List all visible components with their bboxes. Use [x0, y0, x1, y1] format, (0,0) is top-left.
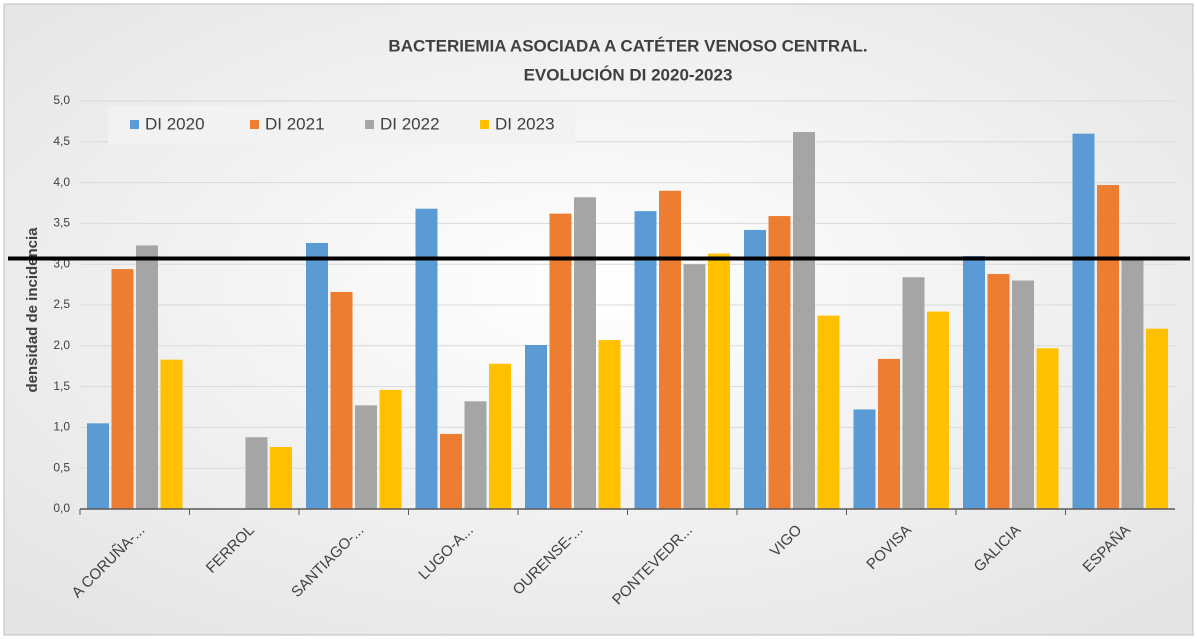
bar: [270, 446, 292, 509]
y-tick-label: 1,5: [53, 379, 70, 393]
bar: [1012, 280, 1034, 509]
bar: [1036, 348, 1059, 509]
bar: [683, 264, 706, 509]
bar: [793, 132, 815, 509]
bar: [659, 190, 681, 509]
bar: [525, 344, 547, 509]
bar: [464, 401, 487, 509]
y-tick-label: 2,0: [53, 338, 70, 352]
bar: [440, 433, 462, 509]
bar: [489, 363, 511, 509]
bar: [111, 269, 134, 509]
y-tick-label: 4,0: [53, 175, 70, 189]
legend-label: DI 2021: [265, 114, 325, 133]
chart-title: BACTERIEMIA ASOCIADA A CATÉTER VENOSO CE…: [388, 36, 867, 55]
bar: [598, 340, 621, 509]
bar: [574, 197, 596, 509]
y-tick-label: 0,0: [53, 501, 70, 515]
bar: [136, 245, 158, 509]
bar: [1146, 328, 1168, 509]
bar: [379, 389, 402, 509]
legend-label: DI 2020: [145, 114, 205, 133]
bar: [987, 273, 1010, 509]
legend-swatch: [480, 120, 489, 129]
bar: [415, 208, 438, 509]
bar: [768, 216, 791, 509]
bar: [963, 256, 985, 509]
bar: [708, 253, 730, 509]
bar: [1097, 185, 1119, 509]
bar: [927, 311, 949, 509]
legend-swatch: [365, 120, 374, 129]
bar: [306, 242, 328, 509]
bar: [878, 358, 900, 509]
legend-box: [108, 106, 575, 144]
y-tick-label: 0,5: [53, 460, 70, 474]
bar: [744, 229, 766, 510]
bar: [817, 315, 840, 509]
legend-swatch: [250, 120, 259, 129]
chart-subtitle: EVOLUCIÓN DI 2020-2023: [524, 65, 733, 84]
bar: [634, 211, 657, 509]
bar: [87, 423, 109, 509]
legend-swatch: [130, 120, 139, 129]
y-tick-label: 4,5: [53, 134, 70, 148]
bar: [902, 277, 925, 509]
bar: [853, 409, 876, 509]
y-axis-label: densidad de incidencia: [24, 227, 41, 393]
legend-label: DI 2022: [380, 114, 440, 133]
bar: [1072, 133, 1095, 509]
bar: [549, 213, 572, 509]
bar: [330, 291, 353, 509]
y-tick-label: 1,0: [53, 420, 70, 434]
y-tick-label: 5,0: [53, 93, 70, 107]
y-tick-label: 3,5: [53, 216, 70, 230]
bar: [245, 437, 268, 509]
bar: [355, 405, 377, 509]
legend-label: DI 2023: [495, 114, 555, 133]
y-tick-label: 2,5: [53, 297, 70, 311]
bar: [1121, 260, 1144, 509]
bar: [160, 359, 183, 509]
